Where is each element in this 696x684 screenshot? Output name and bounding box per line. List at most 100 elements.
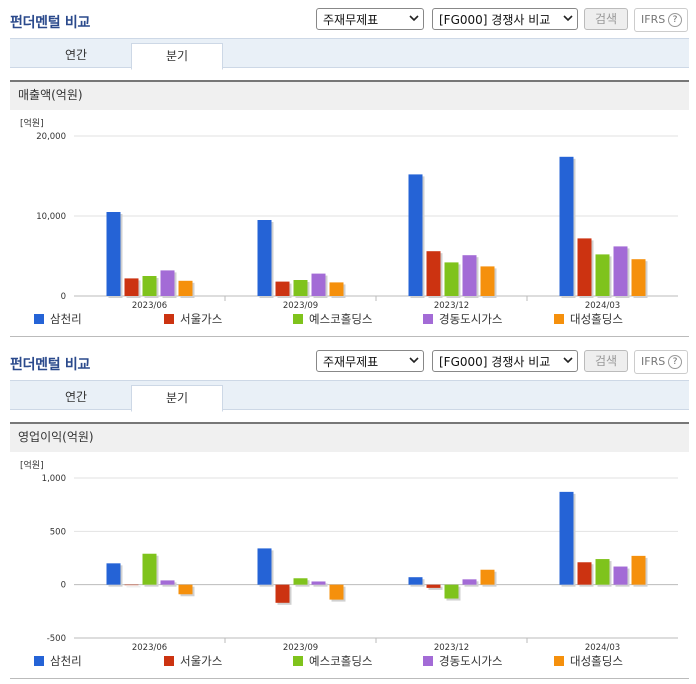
x-tick-label: 2023/12 xyxy=(434,301,469,311)
ifrs-button[interactable]: IFRS ? xyxy=(634,8,688,32)
bar xyxy=(559,156,574,296)
y-tick-label: 1,000 xyxy=(42,474,66,484)
legend-label: 서울가스 xyxy=(180,312,222,326)
bar xyxy=(293,280,308,296)
period-tabs: 연간 분기 xyxy=(10,38,689,70)
bar xyxy=(257,220,272,296)
bar-shadow xyxy=(428,586,443,590)
bar xyxy=(426,251,441,296)
y-tick-label: 10,000 xyxy=(36,212,66,222)
operating-profit-bar-chart: [억원] -500 0 500 1,000 2023/06 2023/09 2023/12 20… xyxy=(20,459,678,668)
tab-annual[interactable]: 연간 xyxy=(64,48,88,62)
ifrs-label: IFRS xyxy=(641,13,666,26)
chart-subheader: 영업이익(억원) xyxy=(10,422,689,452)
bar xyxy=(595,559,610,585)
bar xyxy=(462,579,477,585)
x-tick-label: 2023/09 xyxy=(283,643,318,653)
tab-quarterly[interactable]: 분기 xyxy=(131,43,223,70)
y-tick-label: 20,000 xyxy=(36,132,66,142)
legend-label: 삼천리 xyxy=(50,312,82,326)
bar xyxy=(142,276,157,296)
bar xyxy=(426,584,441,588)
bar xyxy=(106,563,121,585)
section-title: 펀더멘털 비교 xyxy=(10,357,91,373)
section-title: 펀더멘털 비교 xyxy=(10,15,91,31)
bar xyxy=(480,569,495,585)
bar xyxy=(275,584,290,603)
bar xyxy=(595,254,610,296)
bar xyxy=(462,255,477,296)
statement-type-select[interactable]: 주재무제표 xyxy=(316,350,424,372)
bar xyxy=(257,548,272,585)
chevron-down-icon xyxy=(409,357,419,364)
y-tick-label: 500 xyxy=(50,527,66,537)
search-button[interactable]: 검색 xyxy=(584,8,628,30)
unit-label: [억원] xyxy=(20,117,44,129)
comparison-group-select[interactable]: [FG000] 경쟁사 비교 xyxy=(432,350,578,372)
legend-swatch xyxy=(293,314,303,324)
legend-swatch xyxy=(423,314,433,324)
chart-subheader: 매출액(억원) xyxy=(10,80,689,110)
x-tick-label: 2023/06 xyxy=(132,301,167,311)
tab-annual[interactable]: 연간 xyxy=(64,390,88,404)
legend-swatch xyxy=(554,314,564,324)
x-tick-label: 2023/09 xyxy=(283,301,318,311)
y-tick-label: 0 xyxy=(61,292,66,302)
ifrs-button[interactable]: IFRS ? xyxy=(634,350,688,374)
unit-label: [억원] xyxy=(20,459,44,471)
bar xyxy=(124,584,139,586)
legend-label: 서울가스 xyxy=(180,654,222,668)
bar xyxy=(160,270,175,296)
help-icon[interactable]: ? xyxy=(668,13,682,27)
legend-label: 예스코홀딩스 xyxy=(309,654,372,668)
bar xyxy=(311,581,326,585)
legend-swatch xyxy=(164,314,174,324)
fundamental-section-operating-profit: 펀더멘털 비교 주재무제표 [FG000] 경쟁사 비교 검색 IFRS ? 연… xyxy=(0,342,696,684)
x-tick-label: 2024/03 xyxy=(585,301,620,311)
x-tick-label: 2024/03 xyxy=(585,643,620,653)
bar xyxy=(293,578,308,585)
legend-label: 경동도시가스 xyxy=(439,312,502,326)
select-value: 주재무제표 xyxy=(323,355,379,369)
bar xyxy=(142,553,157,585)
bar xyxy=(106,212,121,296)
bar xyxy=(311,273,326,296)
bar xyxy=(631,555,646,585)
bar xyxy=(275,281,290,296)
bar xyxy=(160,580,175,585)
y-tick-label: -500 xyxy=(47,634,66,644)
bar xyxy=(577,238,592,296)
bar xyxy=(124,278,139,296)
legend-label: 삼천리 xyxy=(50,654,82,668)
bar xyxy=(613,246,628,296)
legend-swatch xyxy=(34,656,44,666)
legend-label: 경동도시가스 xyxy=(439,654,502,668)
search-button[interactable]: 검색 xyxy=(584,350,628,372)
x-tick-label: 2023/12 xyxy=(434,643,469,653)
select-value: [FG000] 경쟁사 비교 xyxy=(439,13,551,27)
section-divider xyxy=(10,678,689,679)
bar xyxy=(480,266,495,296)
select-value: [FG000] 경쟁사 비교 xyxy=(439,355,551,369)
section-divider xyxy=(10,336,689,337)
bar xyxy=(408,577,423,585)
help-icon[interactable]: ? xyxy=(668,355,682,369)
statement-type-select[interactable]: 주재무제표 xyxy=(316,8,424,30)
x-tick-label: 2023/06 xyxy=(132,643,167,653)
comparison-group-select[interactable]: [FG000] 경쟁사 비교 xyxy=(432,8,578,30)
bar xyxy=(408,174,423,296)
tab-quarterly[interactable]: 분기 xyxy=(131,385,223,412)
bar xyxy=(613,566,628,585)
bar xyxy=(631,259,646,296)
legend-swatch xyxy=(293,656,303,666)
bar xyxy=(329,282,344,296)
bar xyxy=(178,584,193,595)
legend-swatch xyxy=(423,656,433,666)
legend-swatch xyxy=(164,656,174,666)
chevron-down-icon xyxy=(563,15,573,22)
ifrs-label: IFRS xyxy=(641,355,666,368)
select-value: 주재무제표 xyxy=(323,13,379,27)
fundamental-section-sales: 펀더멘털 비교 주재무제표 [FG000] 경쟁사 비교 검색 IFRS ? 연… xyxy=(10,8,689,337)
bar xyxy=(178,280,193,296)
bar xyxy=(444,584,459,599)
